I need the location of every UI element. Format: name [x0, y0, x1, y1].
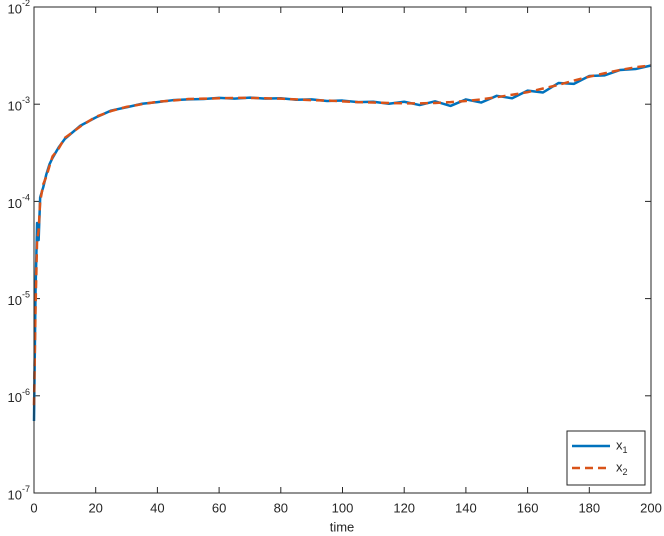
- x-axis-label: time: [330, 519, 355, 534]
- legend-label: x2: [616, 459, 628, 477]
- x-tick-label: 160: [517, 500, 539, 515]
- x-tick-label: 140: [455, 500, 477, 515]
- y-tick-label: 10-2: [8, 0, 30, 16]
- legend-box: [566, 430, 646, 486]
- x-tick-label: 80: [274, 500, 288, 515]
- x-tick-label: 40: [150, 500, 164, 515]
- x-tick-label: 0: [30, 500, 37, 515]
- x-tick-label: 180: [578, 500, 600, 515]
- data-line: [32, 64, 652, 406]
- y-tick-label: 10-5: [8, 290, 30, 308]
- axes-frame: [33, 6, 652, 494]
- x-tick-label: 60: [212, 500, 226, 515]
- plot-area: [34, 7, 651, 493]
- x-tick-label: 200: [640, 500, 662, 515]
- y-tick-label: 10-3: [8, 96, 30, 114]
- y-tick-label: 10-6: [8, 387, 30, 405]
- x-tick-label: 120: [393, 500, 415, 515]
- x-tick-label: 100: [332, 500, 354, 515]
- y-tick-label: 10-7: [8, 484, 30, 502]
- legend-label: x1: [616, 437, 628, 455]
- y-tick-label: 10-4: [8, 193, 30, 211]
- x-tick-label: 20: [88, 500, 102, 515]
